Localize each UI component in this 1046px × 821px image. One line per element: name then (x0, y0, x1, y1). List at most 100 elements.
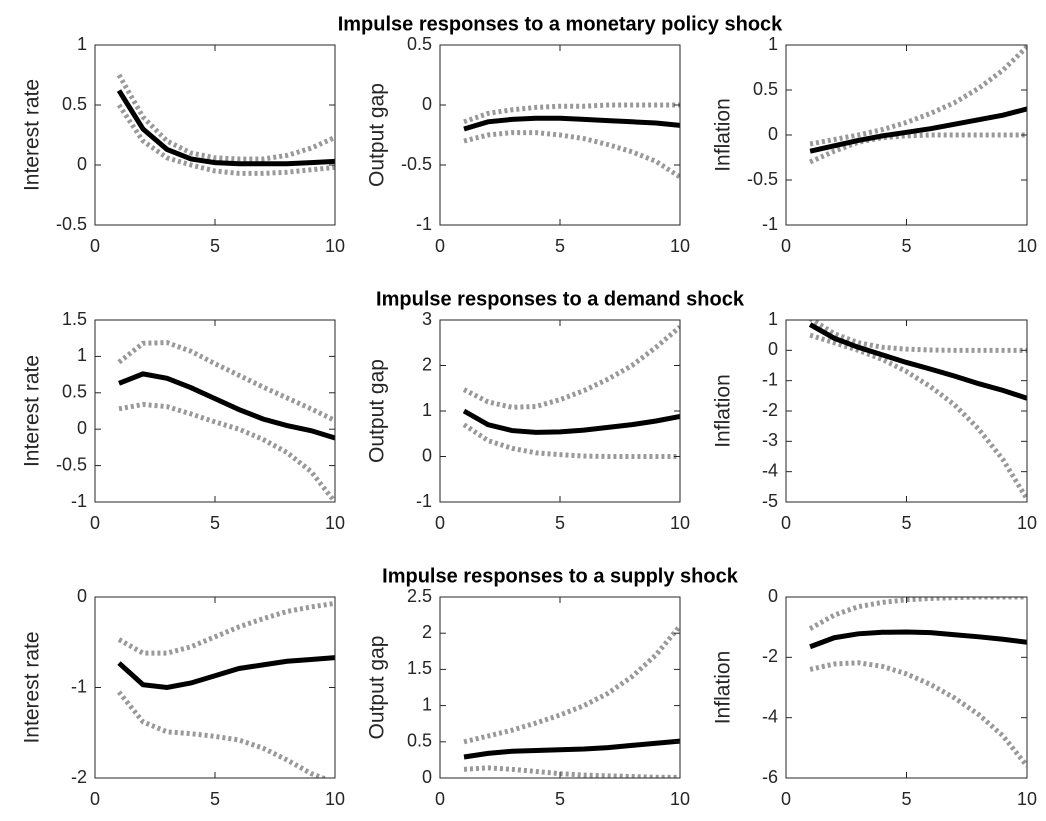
y-tick-label: -0.5 (747, 169, 778, 189)
y-axis-label: Output gap (366, 636, 389, 740)
y-tick-label: 2 (422, 622, 432, 642)
y-tick-label: -1 (416, 214, 432, 234)
y-tick-label: 0 (768, 586, 778, 606)
response-line (117, 340, 335, 423)
x-tick-label: 5 (555, 236, 565, 256)
y-tick-label: 0 (768, 124, 778, 144)
x-tick-label: 5 (901, 513, 911, 533)
response-line (116, 89, 335, 167)
response-line (463, 115, 680, 132)
response-line (809, 660, 1027, 768)
response-line (809, 45, 1027, 147)
y-tick-label: -1 (71, 491, 87, 511)
subplot: 0 5 10 -6 -4 -2 0 Inflation (712, 586, 1037, 809)
y-tick-label: 0 (422, 445, 432, 465)
x-tick-label: 0 (90, 513, 100, 533)
x-tick-label: 5 (901, 789, 911, 809)
y-tick-label: 0.5 (407, 731, 432, 751)
axes-background (786, 45, 1027, 225)
y-axis-label: Inflation (712, 98, 735, 172)
response-line (463, 102, 680, 125)
response-line (463, 130, 680, 180)
x-tick-label: 10 (670, 236, 690, 256)
subplot: 0 5 10 -5 -4 -3 -2 -1 0 1 Inflation (712, 309, 1037, 533)
x-tick-label: 0 (781, 236, 791, 256)
response-line (463, 624, 680, 745)
row-title: Impulse responses to a monetary policy s… (338, 13, 783, 35)
y-tick-label: -1 (762, 214, 778, 234)
response-line (808, 322, 1027, 401)
x-tick-label: 10 (1017, 513, 1037, 533)
x-tick-label: 5 (210, 236, 220, 256)
x-tick-label: 0 (435, 513, 445, 533)
y-tick-label: -4 (762, 706, 778, 726)
y-tick-label: -2 (762, 400, 778, 420)
axes-background (786, 597, 1027, 778)
y-axis-label: Interest rate (21, 355, 44, 467)
row-title: Impulse responses to a supply shock (382, 565, 739, 587)
y-axis-label: Output gap (366, 83, 389, 187)
y-tick-label: 0 (422, 767, 432, 787)
y-tick-label: -3 (762, 430, 778, 450)
row-title: Impulse responses to a demand shock (376, 288, 745, 310)
y-tick-label: 0.5 (62, 94, 87, 114)
x-tick-label: 0 (781, 789, 791, 809)
y-tick-label: 0 (77, 154, 87, 174)
y-tick-label: 1 (768, 34, 778, 54)
y-tick-label: 1 (77, 34, 87, 54)
response-line (463, 738, 680, 760)
y-tick-label: 0.5 (407, 34, 432, 54)
x-tick-label: 10 (1017, 236, 1037, 256)
y-tick-label: 0 (768, 339, 778, 359)
y-tick-label: 1 (77, 345, 87, 365)
response-line (118, 401, 335, 502)
y-axis-label: Inflation (712, 374, 735, 448)
x-tick-label: 0 (781, 513, 791, 533)
y-tick-label: -6 (762, 767, 778, 787)
x-tick-label: 10 (670, 789, 690, 809)
subplot: 0 5 10 -1 -0.5 0 0.5 1 Inflation (712, 34, 1037, 256)
y-tick-label: 3 (422, 309, 432, 329)
x-tick-label: 0 (90, 236, 100, 256)
response-line (809, 629, 1027, 650)
y-tick-label: -0.5 (56, 454, 87, 474)
response-line (116, 103, 335, 176)
response-line (116, 73, 335, 162)
y-tick-label: 0 (77, 418, 87, 438)
x-tick-label: 10 (670, 513, 690, 533)
y-axis-label: Inflation (712, 651, 735, 725)
y-tick-label: 0 (422, 94, 432, 114)
response-line (117, 600, 335, 656)
y-tick-label: -1 (71, 676, 87, 696)
y-tick-label: -2 (71, 767, 87, 787)
x-tick-label: 5 (555, 789, 565, 809)
x-tick-label: 10 (325, 513, 345, 533)
y-tick-label: 2.5 (407, 586, 432, 606)
response-line (809, 332, 1027, 501)
y-tick-label: 2 (422, 354, 432, 374)
y-tick-label: -0.5 (56, 214, 87, 234)
response-line (462, 422, 680, 459)
y-tick-label: 1.5 (62, 309, 87, 329)
response-line (462, 408, 680, 435)
axes-background (95, 597, 335, 778)
y-tick-label: -4 (762, 460, 778, 480)
x-tick-label: 5 (210, 789, 220, 809)
x-tick-label: 10 (325, 789, 345, 809)
subplot: 0 5 10 0 0.5 1 1.5 2 2.5 Output gap Impulse respon… (366, 565, 739, 808)
x-tick-label: 10 (325, 236, 345, 256)
y-axis-label: Output gap (366, 359, 389, 463)
response-line (463, 765, 680, 778)
y-tick-label: -1 (762, 369, 778, 389)
x-tick-label: 0 (435, 236, 445, 256)
x-tick-label: 10 (1017, 789, 1037, 809)
x-tick-label: 0 (90, 789, 100, 809)
y-tick-label: -5 (762, 491, 778, 511)
y-tick-label: 1.5 (407, 658, 432, 678)
y-tick-label: 0.5 (753, 79, 778, 99)
